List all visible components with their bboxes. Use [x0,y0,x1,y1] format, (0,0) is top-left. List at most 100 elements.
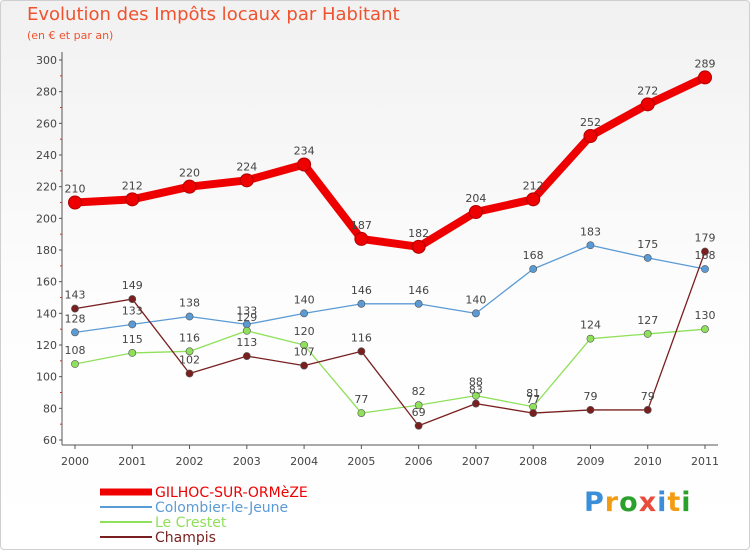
series-line [74,250,706,427]
data-point [472,399,480,408]
data-label: 77 [526,393,540,406]
data-label: 115 [122,333,143,346]
data-label: 120 [294,325,315,338]
data-label: 88 [469,376,483,389]
data-label: 127 [637,314,658,327]
data-point [526,192,541,207]
data-label: 220 [179,167,200,180]
series-2: 108 115 116 129 120 77 82 88 81 124 127 130 [65,309,716,417]
x-tick-label: 2004 [290,455,318,468]
data-label: 168 [695,249,716,262]
data-point [128,295,137,303]
proxiti-logo: Proxiti [584,487,692,518]
y-tick-label: 280 [36,86,57,99]
data-point [698,70,712,85]
data-point [357,409,366,417]
data-label: 146 [351,284,372,297]
data-point [586,241,595,250]
data-label: 124 [580,319,601,332]
logo-letter: o [619,487,639,518]
data-label: 113 [236,336,257,349]
data-label: 212 [523,179,544,192]
data-point [242,326,251,335]
y-tick-label: 300 [36,54,57,67]
data-point [529,409,538,417]
data-point [357,347,366,356]
x-tick-label: 2002 [176,455,204,468]
data-label: 187 [351,219,372,232]
data-point [297,157,312,172]
y-tick-label: 60 [43,434,57,447]
data-label: 252 [580,116,601,129]
data-label: 204 [465,192,486,205]
y-tick-label: 160 [36,276,57,289]
data-label: 133 [122,304,143,317]
series-line [71,73,709,251]
data-point [586,406,595,414]
y-tick-label: 120 [36,339,57,352]
x-tick-label: 2007 [462,455,490,468]
x-tick-label: 2003 [233,455,261,468]
data-label: 289 [695,57,716,70]
data-point [643,406,652,414]
data-label: 107 [294,346,315,359]
data-point [185,347,194,356]
data-point [414,401,423,410]
data-label: 77 [354,393,368,406]
x-tick-label: 2006 [405,455,433,468]
data-label: 79 [641,390,655,403]
series-line [74,244,706,333]
data-point [468,205,483,219]
data-point [71,360,79,368]
data-point [529,265,538,273]
legend-label: Le Crestet [155,515,227,531]
data-point [701,325,709,334]
series-0: 210 212 220 224 234 187 182 204 212 252 272 289 [65,57,716,254]
data-label: 116 [179,331,200,344]
series-line [74,328,706,414]
data-label: 102 [179,354,200,367]
data-point [640,97,655,112]
x-tick-label: 2001 [118,455,146,468]
data-label: 234 [294,145,315,158]
data-point [414,421,423,430]
data-point [242,352,251,360]
y-tick-label: 140 [36,307,57,320]
data-label: 149 [122,279,143,292]
logo-letter: P [584,487,605,518]
data-point [185,369,194,378]
data-label: 182 [408,227,429,240]
data-point [128,349,137,357]
data-point [68,195,82,210]
legend-label: GILHOC-SUR-ORMèZE [155,485,308,501]
data-point [472,391,480,400]
data-label: 82 [412,385,426,398]
data-label: 138 [179,297,200,310]
logo-letter: r [604,487,620,518]
data-label: 179 [695,232,716,245]
data-label: 168 [523,249,544,262]
data-label: 143 [65,289,86,302]
data-point [357,299,366,308]
logo-letter: t [667,487,682,518]
series-3: 143 149 102 113 107 116 69 83 77 79 79 179 [65,232,716,430]
data-point [414,299,423,308]
data-label: 133 [236,304,257,317]
data-label: 175 [637,238,658,251]
data-label: 79 [583,390,597,403]
data-point [71,328,79,337]
data-label: 83 [469,384,483,397]
data-label: 183 [580,225,601,238]
series-1: 128 133 138 133 140 146 146 140 168 183 175 168 [65,225,716,337]
data-point [354,231,369,246]
x-tick-label: 2000 [61,455,89,468]
data-label: 212 [122,179,143,192]
x-tick-label: 2011 [691,455,719,468]
data-point [128,320,137,329]
y-tick-label: 80 [43,402,57,415]
y-tick-label: 240 [36,149,57,162]
y-tick-label: 200 [36,212,57,225]
data-label: 130 [695,309,716,322]
